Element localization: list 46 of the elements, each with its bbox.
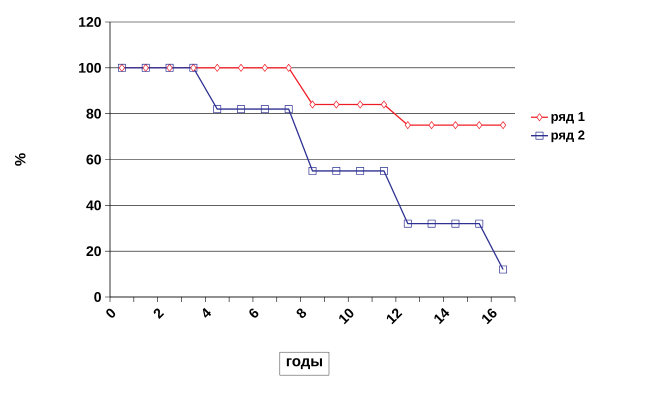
point [380,100,388,108]
point [260,105,269,114]
point [452,121,458,130]
point [237,105,245,114]
point [238,64,244,72]
y-tick-label: 80 [86,108,101,119]
point [262,64,268,72]
point [428,121,435,130]
y-tick-label: 0 [94,292,101,302]
point [499,266,508,274]
point [213,105,222,114]
x-axis-title: годы [286,358,322,370]
point [332,167,340,175]
legend-label: ряд 1 [552,112,585,124]
point [356,167,364,175]
x-tick-label: 14 [434,308,450,324]
point [309,100,316,108]
y-tick-label: 40 [86,200,101,210]
y-axis-title: % [14,153,26,166]
y-tick-label: 20 [86,246,101,256]
point [308,167,316,175]
x-tick-label: 16 [482,308,497,324]
point [404,220,412,228]
point [452,220,460,228]
point [284,105,293,114]
point [333,100,340,108]
x-tick-label: 4 [202,308,212,318]
point [476,121,482,130]
y-tick-label: 120 [79,17,101,27]
x-tick-label: 2 [154,308,164,319]
point [286,64,292,72]
x-tick-label: 6 [249,308,258,318]
x-tick-label: 10 [339,308,354,324]
x-tick-label: 0 [106,308,116,318]
point [357,100,364,108]
point [475,220,484,228]
legend-label: ряд 2 [552,130,584,142]
point [428,220,436,228]
point [404,121,411,130]
point [214,64,220,72]
point [380,167,388,175]
x-tick-label: 12 [386,308,402,324]
y-tick-label: 100 [79,62,101,73]
point [500,121,506,130]
x-tick-label: 8 [296,308,306,318]
y-tick-label: 60 [86,154,101,164]
